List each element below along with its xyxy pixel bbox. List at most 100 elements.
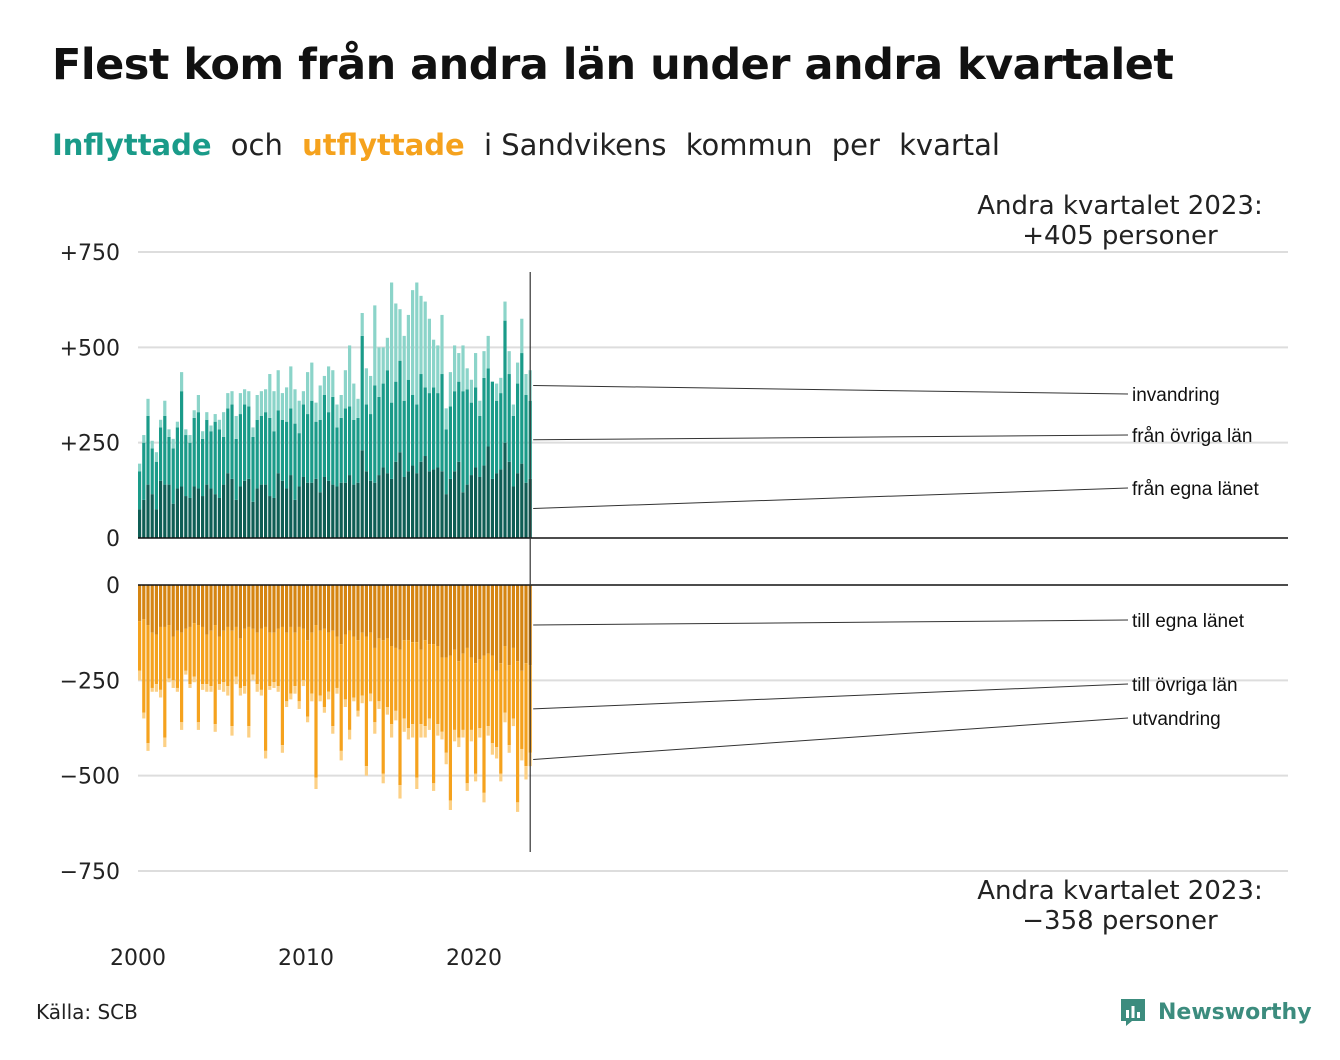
bar-out-local [209, 585, 213, 631]
bar-out-emigration [314, 777, 318, 790]
series-label-leader [533, 487, 1129, 509]
bar-in-immigration [507, 351, 511, 375]
bar-in-local [356, 482, 360, 538]
bar-in-immigration [348, 345, 352, 407]
bar-in-local [163, 484, 167, 538]
bar-in-local [213, 494, 217, 538]
bar-out-local [264, 585, 268, 627]
bar-out-county [457, 661, 461, 738]
bar-in-local [427, 471, 431, 538]
bar-in-county [478, 415, 482, 477]
bar-in-immigration [520, 318, 524, 354]
bar-in-county [402, 400, 406, 477]
bar-out-emigration [327, 691, 331, 700]
bar-in-local [142, 499, 146, 538]
bar-out-county [301, 628, 305, 681]
bar-in-local [331, 484, 335, 538]
bar-out-county [495, 670, 499, 748]
bar-out-emigration [474, 773, 478, 782]
bar-out-local [205, 585, 209, 635]
bar-in-county [453, 391, 457, 472]
bar-out-local [335, 585, 339, 637]
bar-in-local [306, 482, 310, 538]
bar-in-county [192, 417, 196, 487]
bar-in-local [322, 476, 326, 538]
bar-out-local [159, 585, 163, 627]
bar-in-local [167, 484, 171, 538]
bar-in-local [364, 471, 368, 538]
bar-in-local [184, 496, 188, 538]
bar-out-county [192, 623, 196, 677]
bar-in-county [373, 385, 377, 483]
bar-in-county [222, 436, 226, 485]
bar-out-emigration [222, 682, 226, 692]
bar-out-emigration [461, 729, 465, 738]
bar-out-county [201, 626, 205, 685]
bar-out-emigration [444, 752, 448, 765]
bar-out-emigration [453, 729, 457, 742]
bar-out-local [381, 585, 385, 641]
bar-out-local [411, 585, 415, 643]
bar-in-immigration [377, 347, 381, 397]
bar-out-local [503, 585, 507, 647]
bar-in-county [398, 360, 402, 453]
bar-out-local [436, 585, 440, 647]
bar-in-immigration [486, 335, 490, 369]
bar-out-local [457, 585, 461, 662]
bar-out-local [255, 585, 259, 633]
bar-in-immigration [310, 362, 314, 401]
bar-in-county [520, 353, 524, 464]
bar-in-local [377, 475, 381, 538]
subtitle-rest-1: i Sandvikens [483, 128, 667, 162]
bar-out-emigration [209, 686, 213, 692]
bar-in-local [348, 475, 352, 538]
bar-out-local [314, 585, 318, 626]
bar-out-emigration [432, 783, 436, 791]
bar-out-local [201, 585, 205, 627]
bar-out-county [234, 626, 238, 677]
bar-out-local [453, 585, 457, 650]
bar-in-county [201, 438, 205, 497]
annotation-bottom-line2: −358 personer [1022, 906, 1218, 936]
bar-out-county [406, 640, 410, 728]
bar-out-emigration [440, 731, 444, 740]
bar-out-local [217, 585, 221, 637]
bar-out-county [154, 634, 158, 685]
bar-in-county [243, 404, 247, 481]
bar-out-county [150, 632, 154, 688]
bar-out-county [306, 640, 310, 717]
bar-out-county [163, 626, 167, 738]
bar-in-local [272, 497, 276, 538]
bar-out-local [469, 585, 473, 658]
bar-in-local [180, 486, 184, 538]
bar-in-local [495, 473, 499, 538]
bar-out-county [503, 646, 507, 713]
bar-in-immigration [175, 421, 179, 428]
bar-in-local [301, 476, 305, 538]
bar-in-county [503, 320, 507, 443]
bar-in-county [209, 431, 213, 489]
bar-out-county [490, 655, 494, 744]
bar-out-county [280, 626, 284, 746]
bar-out-county [175, 630, 179, 688]
bar-out-emigration [423, 726, 427, 738]
bar-out-county [327, 632, 331, 692]
bar-in-immigration [222, 412, 226, 437]
bar-out-county [289, 626, 293, 694]
bar-in-immigration [356, 398, 360, 418]
bar-out-emigration [175, 687, 179, 692]
bar-in-county [482, 377, 486, 466]
bar-in-local [394, 461, 398, 538]
bar-in-immigration [381, 347, 385, 384]
bar-in-immigration [444, 408, 448, 430]
bar-in-immigration [289, 366, 293, 409]
bar-out-county [230, 630, 234, 727]
bar-in-immigration [285, 387, 289, 422]
bar-in-local [138, 509, 142, 538]
bar-in-immigration [478, 400, 482, 416]
bar-in-county [474, 387, 478, 468]
bar-out-county [432, 644, 436, 784]
bar-in-local [150, 494, 154, 538]
bar-in-immigration [406, 314, 410, 380]
subtitle-rest-4: kvartal [899, 128, 1000, 162]
